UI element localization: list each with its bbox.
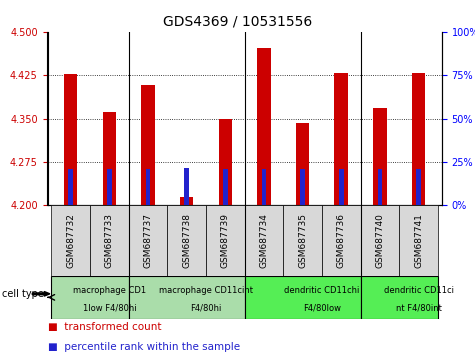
Bar bbox=[68, 170, 73, 205]
Text: dendritic CD11ci: dendritic CD11ci bbox=[383, 286, 454, 296]
Bar bbox=[223, 170, 228, 205]
Bar bbox=[103, 112, 116, 205]
Bar bbox=[107, 170, 112, 205]
Text: GSM687741: GSM687741 bbox=[414, 213, 423, 268]
Bar bbox=[51, 205, 90, 276]
Text: macrophage CD1: macrophage CD1 bbox=[73, 286, 146, 296]
Text: GSM687735: GSM687735 bbox=[298, 213, 307, 268]
Text: F4/80hi: F4/80hi bbox=[190, 303, 222, 313]
Text: GSM687734: GSM687734 bbox=[259, 213, 268, 268]
Text: ■  percentile rank within the sample: ■ percentile rank within the sample bbox=[48, 342, 239, 352]
Text: ■  transformed count: ■ transformed count bbox=[48, 322, 161, 332]
Bar bbox=[378, 170, 382, 205]
Bar bbox=[339, 170, 343, 205]
Bar bbox=[206, 205, 245, 276]
Text: 1low F4/80hi: 1low F4/80hi bbox=[83, 303, 136, 313]
Bar bbox=[300, 170, 305, 205]
Text: F4/80low: F4/80low bbox=[303, 303, 341, 313]
Bar bbox=[146, 170, 150, 205]
Bar bbox=[399, 205, 438, 276]
Text: GSM687736: GSM687736 bbox=[337, 213, 346, 268]
Bar bbox=[334, 74, 348, 205]
Bar bbox=[361, 205, 399, 276]
Bar bbox=[257, 48, 271, 205]
Text: GDS4369 / 10531556: GDS4369 / 10531556 bbox=[163, 14, 312, 28]
Text: GSM687739: GSM687739 bbox=[221, 213, 230, 268]
Bar bbox=[361, 276, 438, 319]
Text: macrophage CD11cint: macrophage CD11cint bbox=[159, 286, 253, 296]
Text: GSM687737: GSM687737 bbox=[143, 213, 152, 268]
Bar bbox=[416, 170, 421, 205]
Text: GSM687733: GSM687733 bbox=[105, 213, 114, 268]
Bar bbox=[51, 276, 129, 319]
Bar bbox=[412, 74, 425, 205]
Bar bbox=[180, 197, 193, 205]
Text: cell type: cell type bbox=[2, 289, 44, 299]
Text: GSM687738: GSM687738 bbox=[182, 213, 191, 268]
Bar bbox=[296, 123, 309, 205]
Bar bbox=[167, 205, 206, 276]
Bar bbox=[218, 119, 232, 205]
Bar bbox=[262, 170, 266, 205]
Bar bbox=[129, 276, 245, 319]
Bar bbox=[245, 276, 361, 319]
Text: nt F4/80int: nt F4/80int bbox=[396, 303, 441, 313]
Text: GSM687740: GSM687740 bbox=[375, 213, 384, 268]
Bar bbox=[64, 74, 77, 205]
Bar bbox=[141, 85, 155, 205]
Text: dendritic CD11chi: dendritic CD11chi bbox=[284, 286, 360, 296]
Bar bbox=[184, 169, 189, 205]
Bar bbox=[90, 205, 129, 276]
Bar bbox=[129, 205, 167, 276]
Bar bbox=[322, 205, 361, 276]
Bar bbox=[245, 205, 283, 276]
Bar bbox=[373, 108, 387, 205]
Bar bbox=[283, 205, 322, 276]
Text: GSM687732: GSM687732 bbox=[66, 213, 75, 268]
